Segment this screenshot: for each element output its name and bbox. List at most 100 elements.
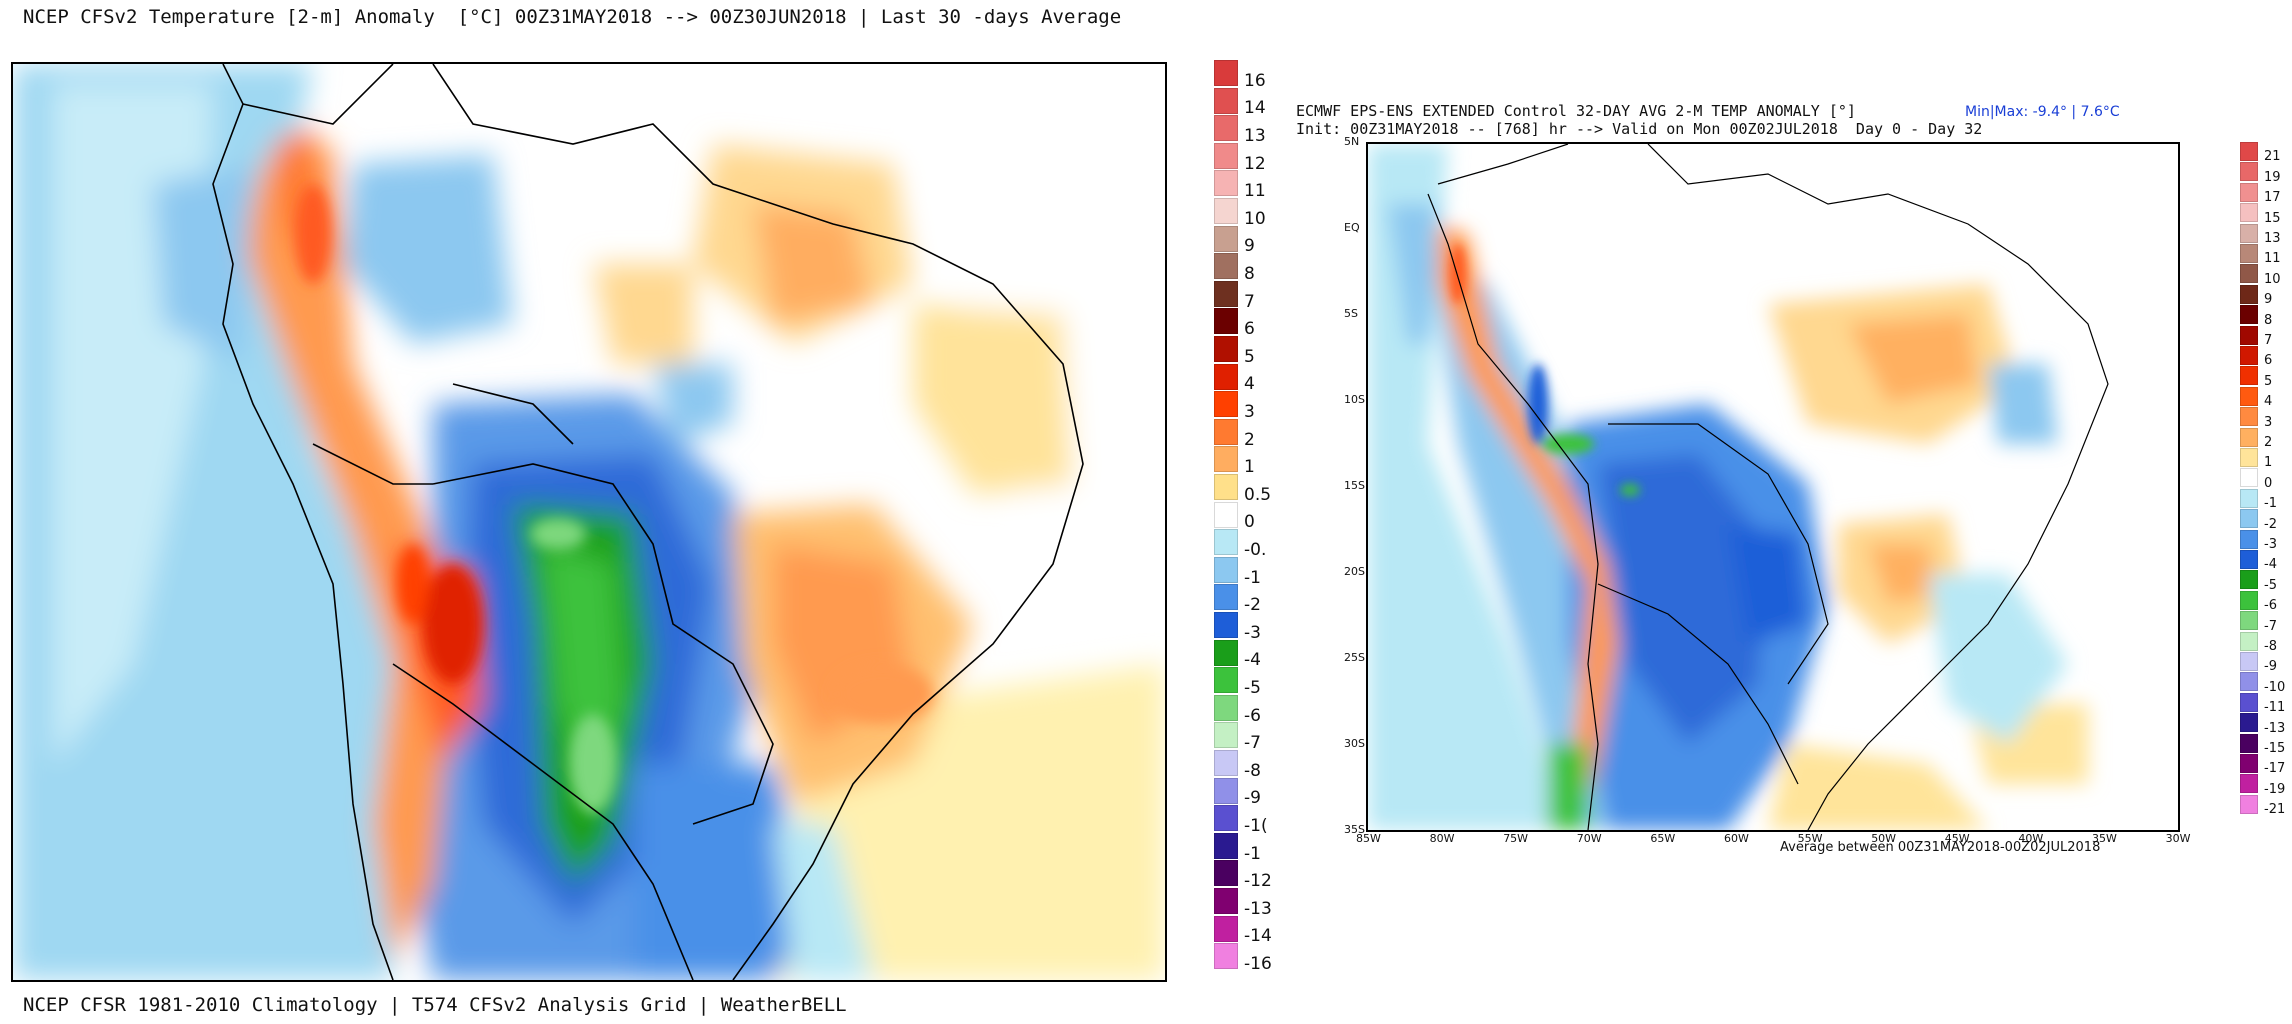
right-colorbar-label: -3 bbox=[2264, 536, 2277, 552]
right-colorbar-swatch bbox=[2240, 713, 2258, 733]
right-map-borders bbox=[1427, 144, 2109, 830]
lat-label: 5S bbox=[1344, 307, 1358, 320]
left-colorbar-label: -14 bbox=[1244, 926, 1272, 947]
left-colorbar-swatch bbox=[1214, 60, 1238, 86]
right-map-title: ECMWF EPS-ENS EXTENDED Control 32-DAY AV… bbox=[1296, 102, 1856, 120]
left-colorbar-swatch bbox=[1214, 639, 1238, 666]
right-colorbar-swatch bbox=[2240, 570, 2258, 590]
right-colorbar-label: -2 bbox=[2264, 516, 2277, 532]
right-colorbar-swatch bbox=[2240, 774, 2258, 794]
right-colorbar-swatch bbox=[2240, 692, 2258, 712]
left-colorbar-label: 11 bbox=[1244, 181, 1266, 202]
right-map-graphic bbox=[1368, 144, 2109, 830]
left-colorbar-label: 3 bbox=[1244, 401, 1255, 422]
left-colorbar-label: -16 bbox=[1244, 953, 1272, 974]
left-colorbar-label: -4 bbox=[1244, 650, 1261, 671]
right-colorbar-swatch bbox=[2240, 754, 2258, 773]
right-colorbar-label: 9 bbox=[2264, 292, 2273, 308]
left-colorbar-swatch bbox=[1214, 722, 1238, 749]
right-colorbar-swatch bbox=[2240, 325, 2258, 345]
left-colorbar-label: -7 bbox=[1244, 733, 1261, 754]
right-map-subtitle: Init: 00Z31MAY2018 -- [768] hr --> Valid… bbox=[1296, 120, 1983, 138]
right-colorbar-label: -15 bbox=[2264, 740, 2286, 756]
right-colorbar-swatch bbox=[2240, 407, 2258, 427]
right-anomaly-map bbox=[1366, 142, 2180, 832]
left-colorbar-swatch bbox=[1214, 198, 1238, 224]
right-colorbar-label: -5 bbox=[2264, 577, 2277, 593]
left-map-footer: NCEP CFSR 1981-2010 Climatology | T574 C… bbox=[23, 994, 847, 1016]
left-colorbar-label: 13 bbox=[1244, 125, 1266, 146]
left-colorbar-swatch bbox=[1214, 418, 1238, 445]
left-colorbar-swatch bbox=[1214, 915, 1238, 942]
right-colorbar-label: 6 bbox=[2264, 353, 2273, 369]
left-colorbar-label: 0.5 bbox=[1244, 484, 1272, 505]
left-colorbar-label: -1 bbox=[1244, 843, 1261, 864]
left-colorbar-swatch bbox=[1214, 943, 1238, 970]
left-colorbar-swatch bbox=[1214, 584, 1238, 611]
left-colorbar-label: -5 bbox=[1244, 677, 1261, 698]
right-colorbar-swatch bbox=[2240, 264, 2258, 284]
left-colorbar-swatch bbox=[1214, 832, 1238, 859]
right-colorbar-label: -17 bbox=[2264, 761, 2286, 777]
left-colorbar-swatch bbox=[1214, 501, 1238, 528]
right-colorbar-swatch bbox=[2240, 488, 2258, 508]
right-colorbar-label: -9 bbox=[2264, 659, 2277, 675]
left-colorbar-label: 5 bbox=[1244, 346, 1255, 367]
left-colorbar-swatch bbox=[1214, 805, 1238, 832]
right-colorbar-swatch bbox=[2240, 509, 2258, 529]
right-colorbar-swatch bbox=[2240, 611, 2258, 631]
left-colorbar-swatch bbox=[1214, 87, 1238, 114]
right-colorbar-label: 19 bbox=[2264, 169, 2281, 185]
left-colorbar-swatch bbox=[1214, 667, 1238, 694]
left-map-borders bbox=[212, 64, 1084, 980]
left-colorbar-label: -0. bbox=[1244, 539, 1267, 560]
lat-label: 15S bbox=[1344, 479, 1365, 492]
right-colorbar-label: 3 bbox=[2264, 414, 2273, 430]
right-colorbar-label: -1 bbox=[2264, 496, 2277, 512]
left-colorbar-label: 7 bbox=[1244, 291, 1255, 312]
right-anomaly-field bbox=[1368, 144, 2088, 830]
left-colorbar-swatch bbox=[1214, 391, 1238, 418]
left-colorbar-swatch bbox=[1214, 253, 1238, 280]
right-colorbar-swatch bbox=[2240, 386, 2258, 406]
right-colorbar-swatch bbox=[2240, 672, 2258, 692]
left-colorbar-label: -8 bbox=[1244, 760, 1261, 781]
left-colorbar-label: -9 bbox=[1244, 788, 1261, 809]
right-colorbar-swatch bbox=[2240, 631, 2258, 651]
left-colorbar-swatch bbox=[1214, 612, 1238, 638]
right-colorbar-swatch bbox=[2240, 529, 2258, 549]
lat-label: 5N bbox=[1344, 135, 1360, 148]
lat-label: EQ bbox=[1344, 221, 1360, 234]
right-colorbar-swatch bbox=[2240, 550, 2258, 569]
right-colorbar-label: -4 bbox=[2264, 557, 2277, 573]
lon-label: 60W bbox=[1724, 832, 1749, 845]
right-colorbar-label: -13 bbox=[2264, 720, 2286, 736]
left-colorbar-label: 8 bbox=[1244, 263, 1255, 284]
left-colorbar-swatch bbox=[1214, 556, 1238, 583]
left-colorbar-label: 0 bbox=[1244, 512, 1255, 533]
right-colorbar-label: 15 bbox=[2264, 210, 2281, 226]
right-colorbar-label: -11 bbox=[2264, 700, 2286, 716]
left-colorbar-swatch bbox=[1214, 750, 1238, 776]
lon-label: 65W bbox=[1650, 832, 1676, 845]
right-colorbar-label: 1 bbox=[2264, 455, 2273, 471]
left-colorbar-swatch bbox=[1214, 474, 1238, 500]
right-colorbar-swatch bbox=[2240, 468, 2258, 488]
lon-label: 80W bbox=[1429, 832, 1455, 845]
left-colorbar-label: -6 bbox=[1244, 705, 1261, 726]
left-colorbar-label: -12 bbox=[1244, 871, 1272, 892]
left-colorbar-label: 2 bbox=[1244, 429, 1255, 450]
left-colorbar-label: -1 bbox=[1244, 567, 1261, 588]
right-colorbar-label: -8 bbox=[2264, 638, 2277, 654]
left-colorbar-label: 12 bbox=[1244, 153, 1266, 174]
left-colorbar-swatch bbox=[1214, 280, 1238, 307]
right-colorbar-swatch bbox=[2240, 203, 2258, 223]
left-colorbar-label: 16 bbox=[1244, 70, 1266, 91]
right-colorbar-swatch bbox=[2240, 366, 2258, 386]
right-colorbar-label: 2 bbox=[2264, 434, 2273, 450]
right-map-minmax: Min|Max: -9.4° | 7.6°C bbox=[1965, 104, 2120, 120]
left-colorbar-swatch bbox=[1214, 170, 1238, 197]
left-colorbar-swatch bbox=[1214, 777, 1238, 804]
left-colorbar-swatch bbox=[1214, 694, 1238, 721]
right-map-average-note: Average between 00Z31MAY2018-00Z02JUL201… bbox=[1780, 840, 2101, 855]
